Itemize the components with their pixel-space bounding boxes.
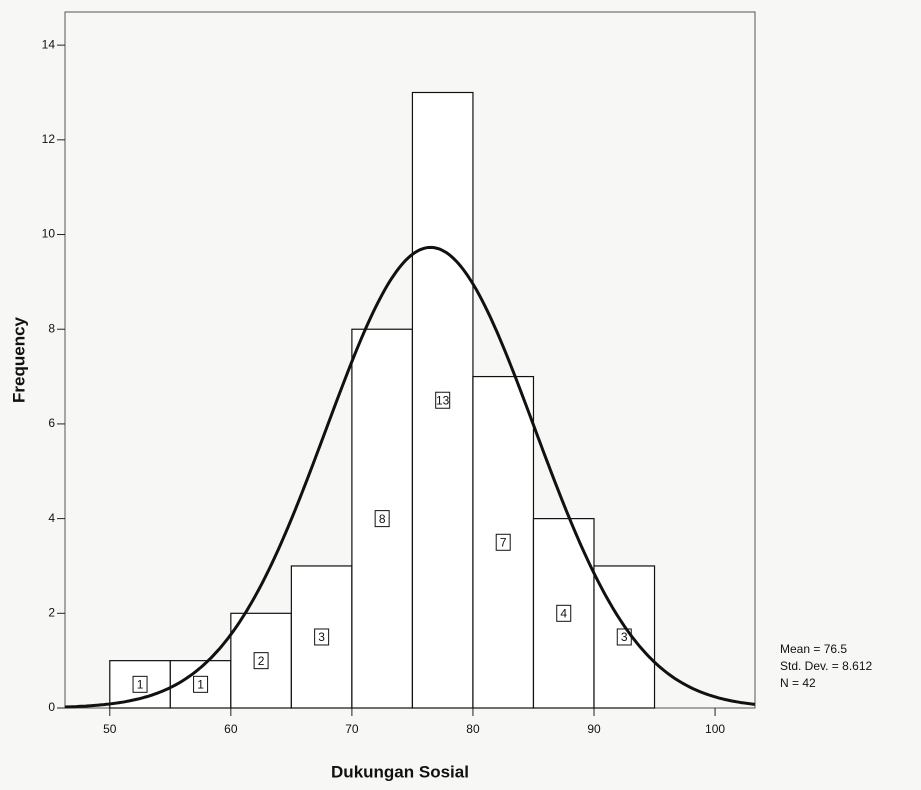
x-tick-label: 90 <box>587 722 601 736</box>
y-tick-label: 6 <box>48 416 55 430</box>
value-label: 7 <box>500 535 507 549</box>
x-tick-label: 70 <box>345 722 359 736</box>
y-tick-label: 14 <box>42 37 56 51</box>
y-tick-label: 0 <box>48 700 55 714</box>
y-tick-label: 2 <box>48 605 55 619</box>
value-label: 4 <box>560 606 567 620</box>
value-label: 3 <box>318 630 325 644</box>
value-label: 1 <box>137 677 144 691</box>
value-label: 2 <box>258 654 265 668</box>
y-axis-title: Frequency <box>9 316 28 403</box>
value-label: 13 <box>436 393 450 407</box>
y-tick-label: 4 <box>48 511 55 525</box>
y-tick-label: 12 <box>42 132 56 146</box>
value-label: 1 <box>197 677 204 691</box>
x-axis-title: Dukungan Sosial <box>331 762 469 781</box>
stat-label: Mean = 76.5 <box>780 642 847 656</box>
x-tick-label: 100 <box>705 722 725 736</box>
y-tick-label: 8 <box>48 321 55 335</box>
x-tick-label: 80 <box>466 722 480 736</box>
x-tick-label: 50 <box>103 722 117 736</box>
page: {"chart_data": {"type": "histogram", "x_… <box>0 0 921 790</box>
value-label: 8 <box>379 512 386 526</box>
chart: Dukungan Sosial Frequency 02468101214506… <box>0 0 921 790</box>
y-tick-label: 10 <box>42 227 56 241</box>
stat-label: Std. Dev. = 8.612 <box>780 659 872 673</box>
x-tick-label: 60 <box>224 722 238 736</box>
stat-label: N = 42 <box>780 676 816 690</box>
